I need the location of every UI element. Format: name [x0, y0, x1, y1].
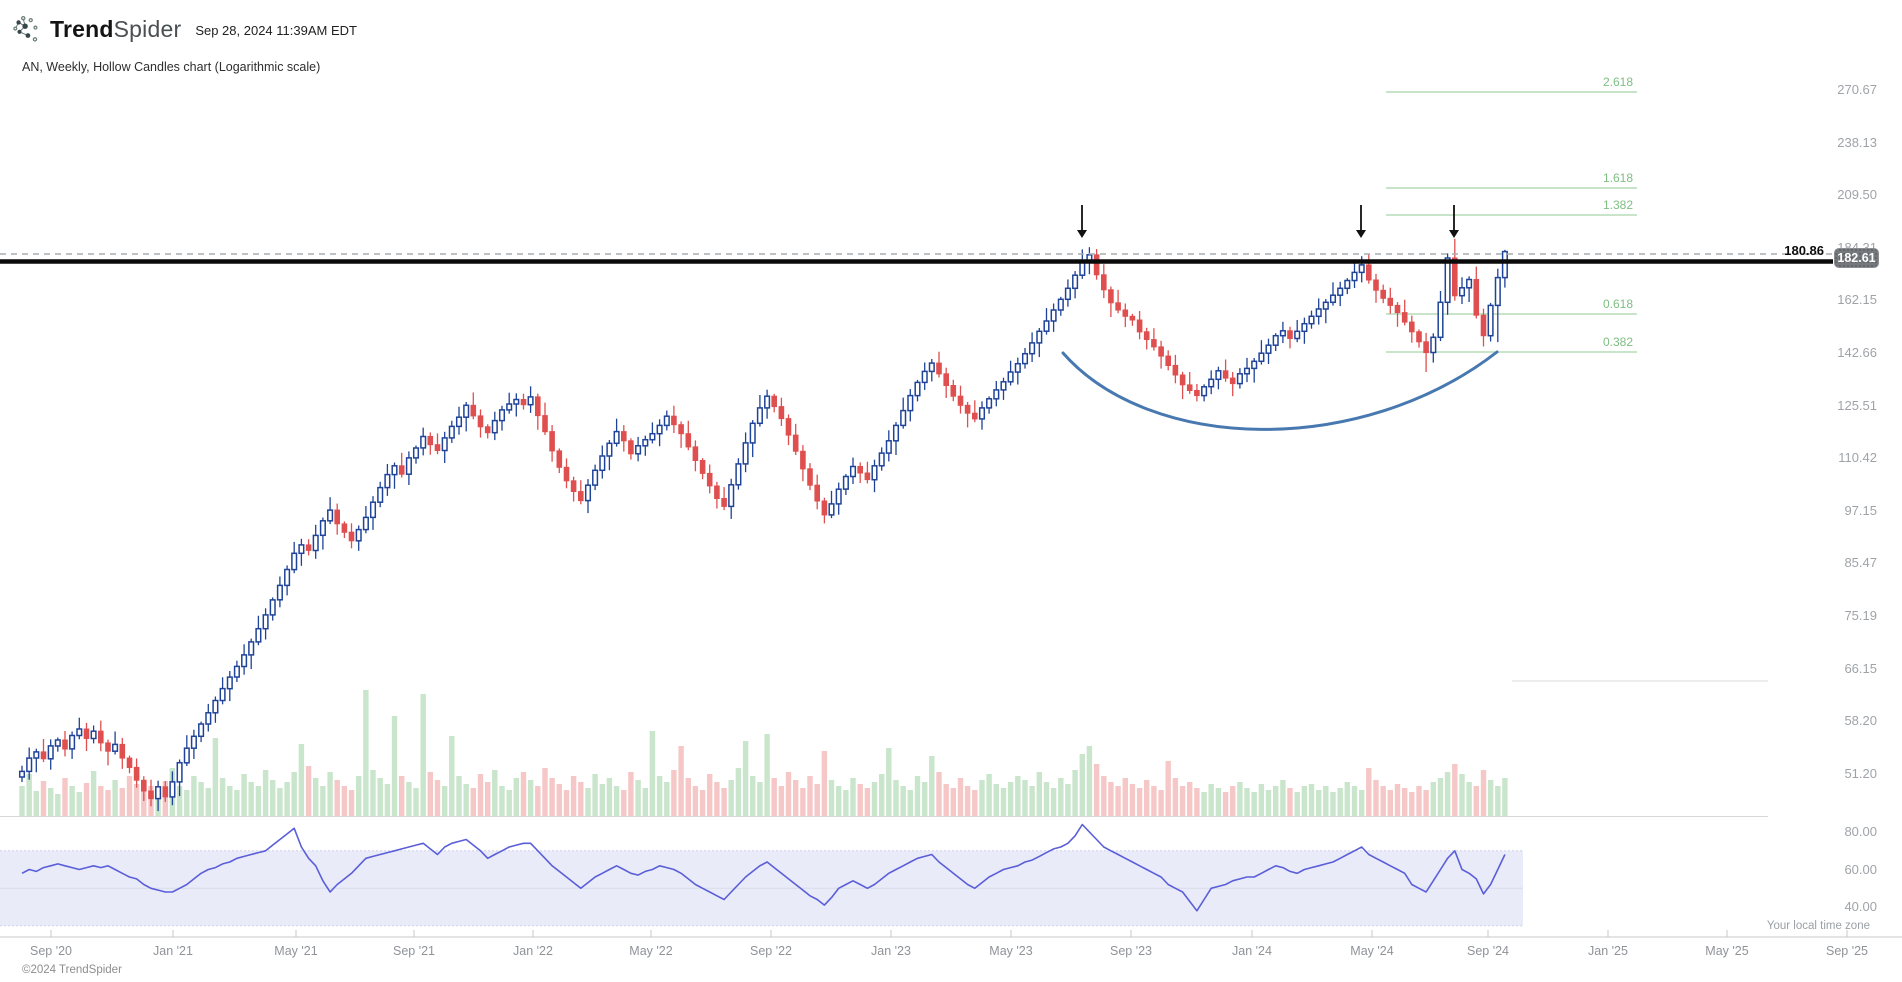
date-axis-label: Sep '21 [392, 944, 436, 958]
date-axis-label: Jan '25 [1588, 944, 1628, 958]
date-axis-label: Jan '23 [871, 944, 911, 958]
price-axis-label: 209.50 [1837, 187, 1877, 202]
price-axis-label: 238.13 [1837, 135, 1877, 150]
price-axis-label: 270.67 [1837, 82, 1877, 97]
rsi-axis-label: 40.00 [1844, 899, 1877, 914]
price-axis-label: 51.20 [1844, 766, 1877, 781]
brand-bold: Trend [50, 15, 114, 42]
price-axis-label: 66.15 [1844, 661, 1877, 676]
last-price-badge: 182.61 [1834, 248, 1879, 268]
price-axis-label: 97.15 [1844, 503, 1877, 518]
date-axis-label: May '22 [629, 944, 673, 958]
volume-bars [19, 690, 1508, 816]
snapshot-timestamp: Sep 28, 2024 11:39AM EDT [195, 23, 357, 38]
fib-level-label: 0.382 [1602, 335, 1633, 349]
candlestick-series [18, 238, 1508, 812]
fib-extension-lines [1386, 91, 1637, 353]
date-axis-label: Jan '22 [513, 944, 553, 958]
date-axis-label: Sep '22 [749, 944, 793, 958]
rsi-line [21, 823, 1506, 912]
alert-price-label: 180.86 [1784, 243, 1824, 258]
date-axis-label: May '21 [274, 944, 318, 958]
price-axis-label: 125.51 [1837, 398, 1877, 413]
rsi-axis-label: 60.00 [1844, 862, 1877, 877]
fib-level-label: 0.618 [1602, 297, 1633, 311]
x-axis [0, 930, 1902, 938]
price-axis-label: 162.15 [1837, 292, 1877, 307]
trendspider-logo-icon [13, 15, 38, 42]
date-axis-label: Jan '21 [153, 944, 193, 958]
rsi-axis-label: 80.00 [1844, 824, 1877, 839]
header: TrendSpider Sep 28, 2024 11:39AM EDT [12, 14, 357, 44]
date-axis-label: May '23 [989, 944, 1033, 958]
rsi-pane [0, 823, 1523, 927]
chart-title: AN, Weekly, Hollow Candles chart (Logari… [22, 60, 321, 74]
fib-level-label: 1.618 [1602, 171, 1633, 185]
copyright: ©2024 TrendSpider [22, 964, 122, 976]
price-axis-label: 58.20 [1844, 713, 1877, 728]
date-axis-label: Sep '20 [29, 944, 73, 958]
cup-pattern-curve [1061, 350, 1499, 431]
date-axis-label: Jan '24 [1232, 944, 1272, 958]
brand-wordmark: TrendSpider [50, 16, 181, 43]
price-axis-label: 110.42 [1838, 450, 1877, 465]
brand-light: Spider [113, 15, 182, 42]
date-axis-label: Sep '23 [1109, 944, 1153, 958]
date-axis-label: May '24 [1350, 944, 1394, 958]
price-axis-label: 75.19 [1844, 608, 1877, 623]
down-arrow-annotations [1077, 205, 1459, 238]
date-axis-label: Sep '25 [1825, 944, 1869, 958]
date-axis-label: May '25 [1705, 944, 1749, 958]
price-axis-label: 85.47 [1844, 555, 1877, 570]
date-axis-label: Sep '24 [1466, 944, 1510, 958]
timezone-note: Your local time zone [1766, 920, 1870, 932]
fib-level-label: 2.618 [1602, 75, 1633, 89]
price-axis-label: 142.66 [1837, 345, 1877, 360]
fib-level-label: 1.382 [1602, 198, 1633, 212]
